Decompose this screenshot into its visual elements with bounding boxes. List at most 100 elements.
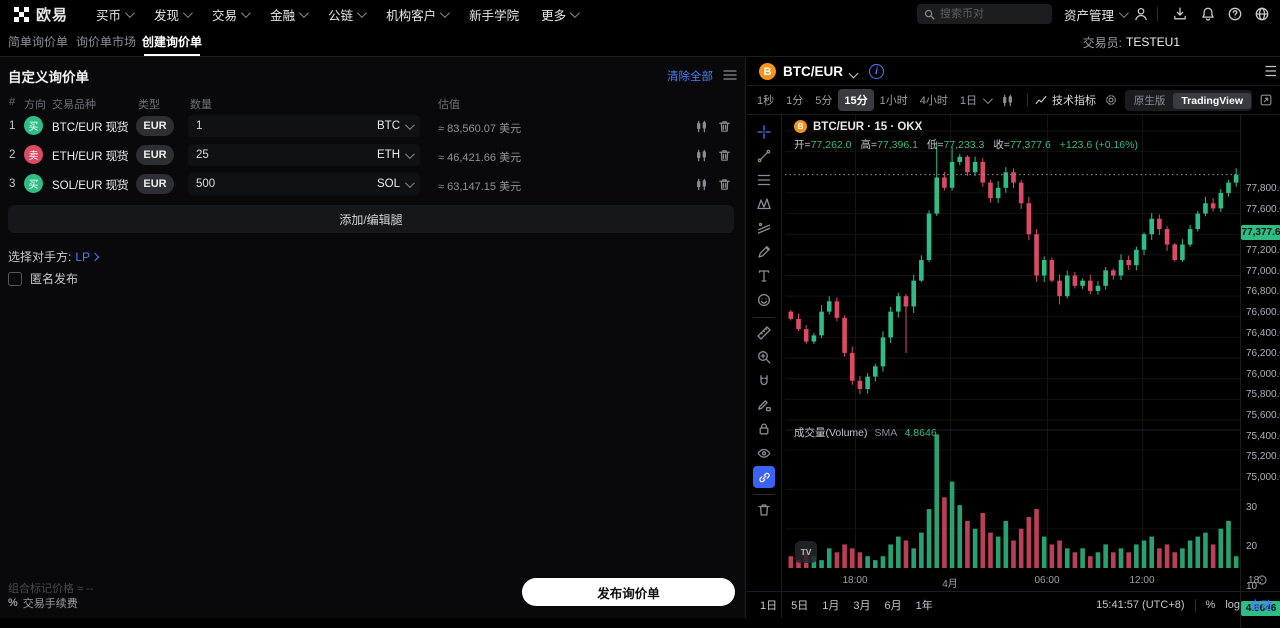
brush-icon[interactable] <box>753 241 775 263</box>
chart-settings-icon[interactable] <box>1104 93 1118 107</box>
candlestick-icon[interactable] <box>694 119 709 134</box>
menu-chain[interactable]: 公链 <box>328 5 367 24</box>
okx-logo[interactable]: 欧易 <box>14 4 68 25</box>
tf-5m[interactable]: 5分 <box>815 95 833 107</box>
tf-1h[interactable]: 1小时 <box>879 95 908 107</box>
chevron-down-icon[interactable] <box>404 177 415 188</box>
ruler-icon[interactable] <box>753 322 775 344</box>
range-1mo[interactable]: 1月 <box>822 600 840 612</box>
trash-icon[interactable] <box>717 148 732 163</box>
menu-more[interactable]: 更多 <box>541 5 581 24</box>
tf-1d[interactable]: 1日 <box>959 95 977 107</box>
candlestick-chart[interactable] <box>785 115 1240 571</box>
remove-drawings-icon[interactable] <box>753 499 775 521</box>
tf-1m[interactable]: 1分 <box>786 95 804 107</box>
chart-panel: B BTC/EUR i 1秒 1分 5分 15分 1小时 4小时 1日 技术指标… <box>747 57 1280 628</box>
search-input[interactable] <box>940 8 1040 20</box>
bell-icon[interactable] <box>1200 6 1216 22</box>
amount-field: BTC <box>188 115 420 137</box>
candlestick-icon[interactable] <box>694 177 709 192</box>
price-tick: 77,800.0 <box>1246 183 1280 194</box>
help-icon[interactable] <box>1227 6 1243 22</box>
chevron-down-icon[interactable] <box>404 148 415 159</box>
trash-icon[interactable] <box>717 119 732 134</box>
price-tick: 75,800.0 <box>1246 389 1280 401</box>
emoji-icon[interactable] <box>753 289 775 311</box>
xabcd-pattern-icon[interactable] <box>753 193 775 215</box>
chevron-down-icon[interactable] <box>982 93 993 104</box>
candle-style-icon[interactable] <box>1000 93 1015 108</box>
tab-rfq-market[interactable]: 询价单市场 <box>76 35 137 49</box>
tf-15m[interactable]: 15分 <box>838 89 874 111</box>
tab-create-rfq[interactable]: 创建询价单 <box>142 28 202 56</box>
drawing-lock-icon[interactable] <box>753 394 775 416</box>
auto-scale-button[interactable]: 自动 <box>1250 600 1272 612</box>
menu-academy[interactable]: 新手学院 <box>469 8 520 23</box>
menu-institutional[interactable]: 机构客户 <box>386 5 450 24</box>
price-axis[interactable]: 77,377.6 4.8646 77,800.0 77,600.0 77,200.0… <box>1240 115 1280 628</box>
info-icon[interactable]: i <box>869 64 884 79</box>
text-tool-icon[interactable] <box>753 265 775 287</box>
tradingview-toggle[interactable]: TradingView <box>1173 92 1251 109</box>
currency-pill[interactable]: EUR <box>136 145 174 165</box>
locate-icon[interactable] <box>1255 573 1269 587</box>
publish-rfq-button[interactable]: 发布询价单 <box>522 578 735 606</box>
lock-icon[interactable] <box>753 418 775 440</box>
globe-icon[interactable] <box>1254 6 1270 22</box>
instrument-label[interactable]: SOL/EUR 现货 <box>52 180 129 192</box>
col-instrument: 交易品种 <box>52 99 96 111</box>
percent-scale-button[interactable]: % <box>1205 599 1216 611</box>
link-tool-icon[interactable] <box>753 466 775 488</box>
counterparty-link[interactable]: LP <box>75 250 100 264</box>
instrument-label[interactable]: BTC/EUR 现货 <box>52 122 129 134</box>
log-scale-button[interactable]: log <box>1225 599 1240 611</box>
menu-discover[interactable]: 发现 <box>154 5 193 24</box>
price-tick: 75,200.0 <box>1246 451 1280 463</box>
trendline-icon[interactable] <box>753 145 775 167</box>
table-row: 1 买 BTC/EUR 现货 EUR BTC ≈ 83,560.07 美元 <box>0 112 746 141</box>
menu-buy-crypto[interactable]: 买币 <box>96 5 135 24</box>
user-icon[interactable] <box>1133 6 1149 22</box>
parallel-channel-icon[interactable] <box>753 217 775 239</box>
chevron-down-icon[interactable] <box>848 68 859 79</box>
btc-icon: B <box>759 63 776 80</box>
currency-pill[interactable]: EUR <box>136 116 174 136</box>
menu-trade[interactable]: 交易 <box>212 5 251 24</box>
zoom-in-icon[interactable] <box>753 346 775 368</box>
asset-management-menu[interactable]: 资产管理 <box>1064 0 1129 28</box>
download-icon[interactable] <box>1172 6 1188 22</box>
tf-4h[interactable]: 4小时 <box>919 95 948 107</box>
trash-icon[interactable] <box>717 177 732 192</box>
amount-input[interactable] <box>196 178 377 190</box>
chevron-down-icon[interactable] <box>404 119 415 130</box>
menu-finance[interactable]: 金融 <box>270 5 309 24</box>
search-box[interactable] <box>917 4 1052 24</box>
hide-drawings-icon[interactable] <box>753 442 775 464</box>
amount-input[interactable] <box>196 120 377 132</box>
menu-icon[interactable] <box>1262 65 1276 77</box>
add-edit-legs-button[interactable]: 添加/编辑腿 <box>8 205 734 233</box>
indicators-icon <box>1035 95 1047 105</box>
fib-retracement-icon[interactable] <box>753 169 775 191</box>
candlestick-icon[interactable] <box>694 148 709 163</box>
time-axis[interactable]: 18:00 4月 06:00 12:00 18: <box>785 571 1261 591</box>
chart-symbol[interactable]: BTC/EUR <box>783 64 843 79</box>
anonymous-checkbox[interactable] <box>8 271 22 286</box>
range-1d[interactable]: 1日 <box>760 600 778 612</box>
magnet-icon[interactable] <box>753 370 775 392</box>
amount-input[interactable] <box>196 149 377 161</box>
range-5d[interactable]: 5日 <box>791 600 809 612</box>
range-6mo[interactable]: 6月 <box>884 600 902 612</box>
tf-1s[interactable]: 1秒 <box>757 95 775 107</box>
crosshair-icon[interactable] <box>753 121 775 143</box>
list-settings-icon[interactable] <box>723 69 737 81</box>
range-1y[interactable]: 1年 <box>915 600 933 612</box>
instrument-label[interactable]: ETH/EUR 现货 <box>52 151 129 163</box>
clear-all-link[interactable]: 清除全部 <box>667 71 713 83</box>
indicators-button[interactable]: 技术指标 <box>1052 95 1096 107</box>
range-3mo[interactable]: 3月 <box>853 600 871 612</box>
tab-simple-rfq[interactable]: 简单询价单 <box>8 35 69 49</box>
currency-pill[interactable]: EUR <box>136 174 174 194</box>
fullscreen-icon[interactable] <box>1259 93 1273 107</box>
native-version-toggle[interactable]: 原生版 <box>1133 95 1166 107</box>
